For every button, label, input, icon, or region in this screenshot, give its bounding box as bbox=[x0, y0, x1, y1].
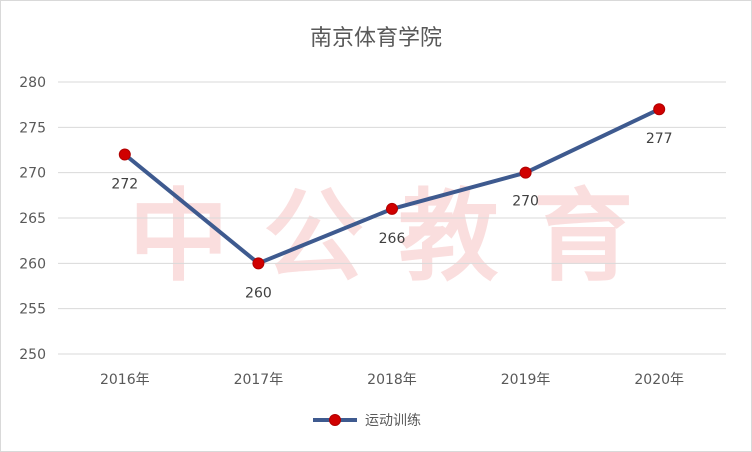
y-tick-label: 275 bbox=[19, 120, 46, 136]
x-tick-label: 2016年 bbox=[100, 372, 150, 388]
x-tick-label: 2019年 bbox=[501, 372, 551, 388]
y-tick-label: 250 bbox=[19, 347, 46, 363]
data-label: 270 bbox=[512, 194, 539, 210]
x-tick-label: 2017年 bbox=[234, 372, 284, 388]
data-point-marker bbox=[519, 166, 532, 179]
data-point-marker bbox=[653, 103, 666, 116]
x-tick-label: 2018年 bbox=[367, 372, 417, 388]
y-tick-label: 260 bbox=[19, 256, 46, 272]
legend-marker-swatch bbox=[329, 414, 341, 426]
data-label: 266 bbox=[379, 231, 406, 247]
data-point-marker bbox=[386, 202, 398, 215]
data-label: 260 bbox=[245, 285, 272, 301]
data-label: 277 bbox=[646, 131, 673, 147]
legend-label: 运动训练 bbox=[365, 413, 421, 429]
data-label: 272 bbox=[111, 177, 138, 193]
y-tick-label: 270 bbox=[19, 166, 46, 182]
y-tick-label: 280 bbox=[19, 75, 46, 91]
x-tick-label: 2020年 bbox=[634, 372, 684, 388]
watermark-text: 中 公 教 育 bbox=[129, 178, 633, 295]
y-tick-label: 255 bbox=[19, 302, 46, 318]
chart-title: 南京体育学院 bbox=[310, 26, 442, 51]
data-point-marker bbox=[118, 148, 131, 161]
y-tick-label: 265 bbox=[19, 211, 46, 227]
data-point-marker bbox=[252, 257, 265, 270]
